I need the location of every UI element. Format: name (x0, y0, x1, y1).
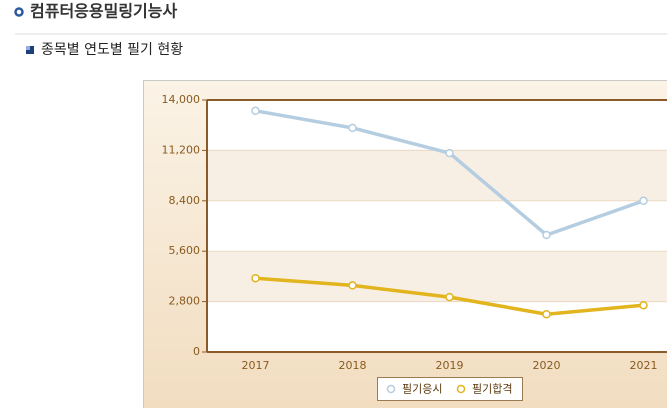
section-icon-highlight (26, 46, 30, 50)
data-point (445, 148, 454, 158)
plot-background (207, 100, 667, 352)
section-title: 종목별 연도별 필기 현황 (41, 42, 183, 58)
title-icon (14, 7, 24, 17)
grid-band (207, 150, 667, 201)
y-tick-label: 8,400 (169, 194, 201, 207)
legend-box (377, 377, 523, 401)
page-title: 컴퓨터응용밀링기능사 (30, 2, 177, 21)
data-point (251, 273, 260, 283)
data-point (542, 309, 551, 319)
data-point (348, 281, 357, 290)
x-tick-label: 2021 (630, 359, 658, 372)
legend-marker (386, 384, 396, 394)
y-tick-label: 2,800 (169, 295, 201, 308)
y-tick-label: 5,600 (169, 244, 201, 257)
legend-label: 필기합격 (472, 383, 512, 396)
y-tick-label: 14,000 (162, 93, 201, 106)
y-tick-label: 11,200 (162, 143, 201, 156)
data-point (639, 196, 648, 206)
x-tick-label: 2019 (436, 359, 464, 372)
data-point (251, 106, 260, 116)
x-tick-label: 2017 (242, 359, 270, 372)
data-point (542, 230, 551, 240)
legend-label: 필기응시 (402, 383, 442, 396)
data-point (348, 123, 357, 133)
grid-band (207, 251, 667, 302)
y-tick-label: 0 (193, 345, 200, 358)
x-tick-label: 2020 (533, 359, 561, 372)
x-tick-label: 2018 (339, 359, 367, 372)
data-point (445, 292, 454, 302)
data-point (639, 300, 648, 310)
legend-marker (456, 384, 466, 394)
